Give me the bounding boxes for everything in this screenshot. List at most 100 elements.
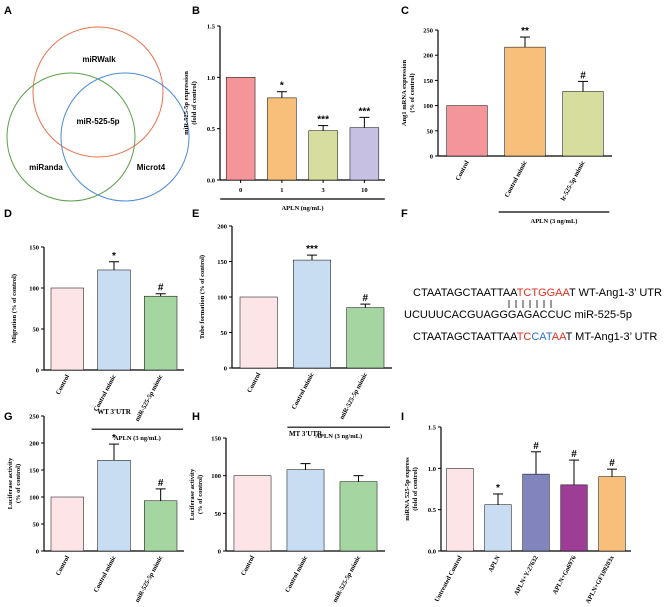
y-tick-label: 1.0 bbox=[207, 75, 215, 82]
sequence-segment: T WT-Ang1-3’ UTR bbox=[569, 287, 662, 299]
panel-label-b: B bbox=[192, 5, 200, 17]
venn-circle-mirwalk bbox=[32, 26, 164, 158]
y-tick-label: 250 bbox=[423, 28, 433, 35]
bar bbox=[144, 500, 178, 552]
bar bbox=[233, 475, 272, 552]
panel-label-a: A bbox=[4, 5, 12, 17]
y-tick-label: 50 bbox=[33, 327, 40, 334]
x-tick-label: lr-525-5p mimic bbox=[560, 160, 587, 203]
x-tick-label: 0 bbox=[239, 187, 242, 194]
y-tick-label: 0.0 bbox=[428, 549, 436, 556]
x-tick-label: Control bbox=[246, 371, 262, 393]
significance-marker: # bbox=[609, 458, 615, 469]
y-axis-label: (% of control) bbox=[197, 475, 204, 514]
bar bbox=[562, 91, 604, 157]
bar bbox=[50, 287, 84, 371]
panel-label-i: I bbox=[401, 411, 404, 423]
x-tick-label: Control bbox=[55, 373, 71, 395]
y-axis-label: Luciferase activity bbox=[189, 468, 196, 520]
significance-marker: * bbox=[280, 81, 284, 92]
y-tick-label: 0 bbox=[36, 368, 39, 375]
bar bbox=[446, 105, 488, 157]
venn-label-microt4: Microt4 bbox=[137, 163, 166, 172]
sequence-segment: UCUUUCACGUAGGGAGACCUC miR-525-5p bbox=[404, 309, 632, 321]
significance-marker: # bbox=[533, 441, 539, 452]
chart-panel-i: 0.0 0.5 1.0 1.5 miRNA 525-5p express (fold of… bbox=[404, 425, 631, 605]
bar bbox=[286, 469, 325, 552]
x-tick-label: miR-525-5p mimic bbox=[134, 555, 165, 604]
bar bbox=[97, 460, 131, 552]
y-tick-label: 200 bbox=[217, 224, 227, 231]
y-axis-label: Tube formation (% of control) bbox=[199, 255, 206, 339]
x-tick-label: Control bbox=[454, 159, 470, 181]
group-label: APLN (3 ng/mL) bbox=[114, 435, 161, 442]
x-tick-label: APLN bbox=[487, 554, 502, 573]
significance-marker: * bbox=[496, 483, 500, 494]
venn-label-mirwalk: miRWalk bbox=[82, 55, 116, 64]
panel-label-f: F bbox=[401, 208, 408, 220]
bar bbox=[144, 295, 178, 371]
x-tick-label: APLN+GF109203x bbox=[585, 554, 616, 605]
panel-label-e: E bbox=[192, 208, 199, 220]
venn-center-label: miR-525-5p bbox=[76, 117, 119, 126]
significance-marker: *** bbox=[306, 244, 318, 255]
bar bbox=[225, 77, 256, 181]
y-tick-label: 0.5 bbox=[207, 126, 216, 133]
chart-panel-b: 0.0 0.5 1.0 1.5 miR-525-5p expression (fold o… bbox=[183, 24, 385, 212]
y-tick-label: 50 bbox=[33, 522, 40, 529]
bar bbox=[504, 46, 546, 157]
significance-marker: ** bbox=[521, 26, 529, 37]
sequence-segment: CTAATAGCTAATTAA bbox=[413, 331, 518, 343]
panel-label-g: G bbox=[4, 411, 13, 423]
bar bbox=[267, 97, 297, 181]
x-tick-label: Control mimic bbox=[284, 555, 309, 594]
x-tick-label: Control mimic bbox=[504, 160, 529, 199]
y-tick-label: 150 bbox=[29, 468, 39, 475]
y-tick-label: 100 bbox=[211, 473, 221, 480]
sequence-line-wt: CTAATAGCTAATTAATCTGGAAT WT-Ang1-3’ UTR bbox=[413, 287, 662, 299]
y-axis-label: (fold of control) bbox=[412, 467, 419, 511]
bar bbox=[598, 476, 626, 552]
y-tick-label: 0 bbox=[430, 154, 433, 161]
x-tick-label: miR-525-5p mimic bbox=[332, 555, 363, 604]
y-axis-label: Ang1 mRNA expression bbox=[401, 59, 408, 126]
significance-marker: * bbox=[112, 433, 116, 444]
bar bbox=[339, 481, 378, 552]
panel-label-h: H bbox=[192, 411, 200, 423]
y-axis-label: miRNA 525-5p express bbox=[404, 457, 411, 521]
bar bbox=[522, 473, 550, 552]
y-tick-label: 0.0 bbox=[207, 178, 215, 185]
sequence-segment: T MT-Ang1-3’ UTR bbox=[566, 331, 658, 343]
significance-marker: * bbox=[112, 251, 116, 262]
bar bbox=[446, 468, 474, 552]
y-tick-label: 150 bbox=[211, 436, 221, 443]
significance-marker: # bbox=[571, 449, 577, 460]
sequence-segment: AA bbox=[552, 331, 567, 343]
y-axis-label: Migration (% of control) bbox=[11, 274, 18, 343]
chart-title: WT 3'UTR bbox=[97, 408, 131, 416]
chart-panel-h: 0 50 100 150 Luciferase activity (% of contro… bbox=[189, 430, 385, 604]
sequence-segment: CAT bbox=[531, 331, 552, 343]
y-tick-label: 150 bbox=[29, 245, 39, 252]
y-axis-label: Luciferase activity bbox=[7, 457, 14, 509]
x-tick-label: 1 bbox=[280, 187, 283, 194]
x-tick-label: Control bbox=[55, 554, 71, 576]
significance-marker: # bbox=[580, 70, 586, 81]
y-tick-label: 200 bbox=[29, 441, 39, 448]
y-tick-label: 1.5 bbox=[207, 24, 216, 31]
y-tick-label: 100 bbox=[217, 295, 227, 302]
venn-circle-miranda bbox=[6, 72, 136, 202]
chart-panel-e: 0 50 100 150 200 Tube formation (% of control… bbox=[199, 224, 392, 440]
y-tick-label: 0 bbox=[224, 366, 227, 373]
group-label: APLN (3 ng/mL) bbox=[315, 433, 362, 440]
bar bbox=[346, 307, 385, 369]
y-tick-label: 150 bbox=[217, 259, 227, 266]
bar bbox=[50, 496, 84, 552]
y-tick-label: 50 bbox=[215, 511, 222, 518]
y-tick-label: 150 bbox=[423, 78, 433, 85]
panel-label-c: C bbox=[401, 5, 409, 17]
y-tick-label: 50 bbox=[427, 128, 434, 135]
significance-marker: # bbox=[158, 283, 164, 294]
sequence-segment: TC bbox=[517, 331, 532, 343]
